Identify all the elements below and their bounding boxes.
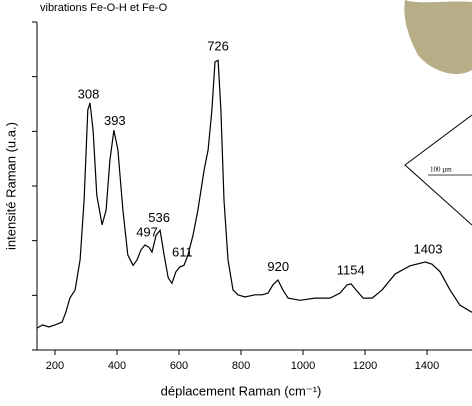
chart-title: vibrations Fe-O-H et Fe-O <box>40 2 168 14</box>
x-tick-label: 400 <box>108 360 126 372</box>
inset-frame <box>404 114 472 226</box>
y-axis-label: intensité Raman (u.a.) <box>3 122 18 250</box>
inset-scale-label: 100 µm <box>430 166 452 174</box>
peak-label: 1154 <box>337 262 365 277</box>
peak-label: 393 <box>104 113 126 128</box>
spectrum-line <box>36 59 472 329</box>
x-tick-label: 1400 <box>415 360 439 372</box>
x-axis-label: déplacement Raman (cm⁻¹) <box>161 383 322 398</box>
peak-label: 497 <box>136 225 158 240</box>
peak-label: 308 <box>78 86 100 101</box>
peak-label: 726 <box>207 39 229 54</box>
x-tick-label: 1000 <box>291 360 315 372</box>
peak-label: 920 <box>267 259 289 274</box>
x-tick-label: 600 <box>170 360 188 372</box>
x-tick-label: 800 <box>232 360 250 372</box>
peak-label: 611 <box>172 244 193 259</box>
x-tick-label: 1200 <box>353 360 377 372</box>
x-tick-label: 200 <box>46 360 64 372</box>
peak-label: 536 <box>148 210 170 225</box>
inset-photo <box>404 0 472 75</box>
peak-label: 1403 <box>414 241 443 256</box>
